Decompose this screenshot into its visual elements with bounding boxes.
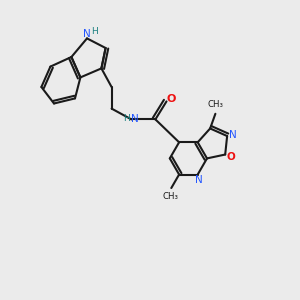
Text: H: H [123,114,129,123]
Text: CH₃: CH₃ [163,192,179,201]
Text: H: H [91,27,98,36]
Text: N: N [195,175,203,184]
Text: N: N [229,130,237,140]
Text: N: N [130,113,138,124]
Text: O: O [166,94,175,104]
Text: N: N [82,29,90,39]
Text: CH₃: CH₃ [208,100,224,109]
Text: O: O [227,152,236,162]
